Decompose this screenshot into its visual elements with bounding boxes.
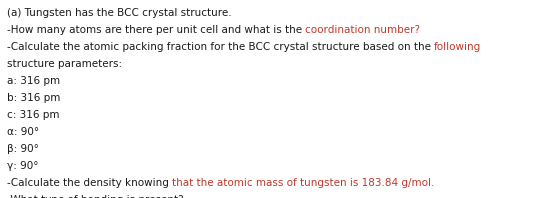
Text: γ: 90°: γ: 90° <box>7 161 39 171</box>
Text: -Calculate the density knowing: -Calculate the density knowing <box>7 178 172 188</box>
Text: structure parameters:: structure parameters: <box>7 59 122 69</box>
Text: β: 90°: β: 90° <box>7 144 39 154</box>
Text: c: 316 pm: c: 316 pm <box>7 110 59 120</box>
Text: coordination number?: coordination number? <box>305 25 420 35</box>
Text: -What type of bonding is present?: -What type of bonding is present? <box>7 195 183 198</box>
Text: a: 316 pm: a: 316 pm <box>7 76 60 86</box>
Text: -Calculate the atomic packing fraction for the BCC crystal structure based on th: -Calculate the atomic packing fraction f… <box>7 42 434 52</box>
Text: α: 90°: α: 90° <box>7 127 39 137</box>
Text: -How many atoms are there per unit cell and what is the: -How many atoms are there per unit cell … <box>7 25 305 35</box>
Text: following: following <box>434 42 481 52</box>
Text: (a) Tungsten has the BCC crystal structure.: (a) Tungsten has the BCC crystal structu… <box>7 8 231 18</box>
Text: b: 316 pm: b: 316 pm <box>7 93 60 103</box>
Text: that the atomic mass of tungsten is 183.84 g/mol.: that the atomic mass of tungsten is 183.… <box>172 178 434 188</box>
